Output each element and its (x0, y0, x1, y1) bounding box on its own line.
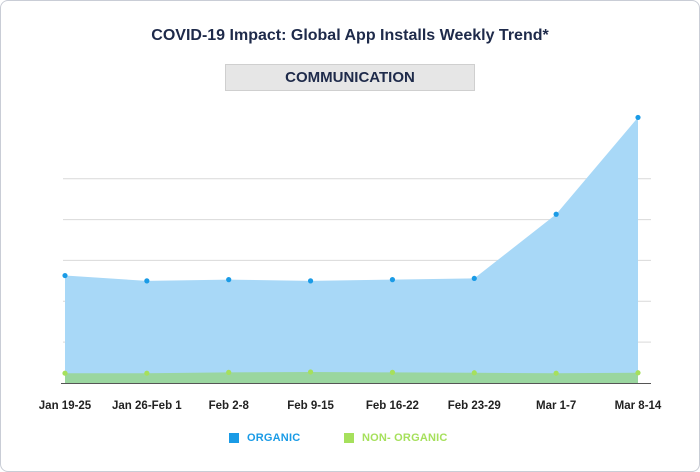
x-tick-label-3: Feb 9-15 (287, 400, 334, 412)
point-organic-6 (553, 211, 559, 217)
chart-subtitle: COMMUNICATION (225, 64, 475, 91)
x-tick-label-2: Feb 2-8 (209, 400, 250, 412)
legend-label-organic: ORGANIC (247, 432, 301, 444)
point-organic-5 (471, 275, 477, 282)
x-tick-label-0: Jan 19-25 (39, 400, 92, 412)
x-tick-label-4: Feb 16-22 (366, 400, 419, 412)
point-organic-3 (307, 278, 314, 284)
chart-title: COVID-19 Impact: Global App Installs Wee… (151, 27, 549, 44)
legend-item-organic: ORGANIC (229, 432, 300, 444)
point-organic-1 (144, 278, 150, 284)
point-non-organic-1 (144, 370, 150, 376)
area-non-organic (65, 371, 638, 383)
legend-swatch-organic (229, 433, 239, 443)
legend-label-non-organic: NON- ORGANIC (362, 432, 448, 444)
point-non-organic-2 (226, 369, 232, 375)
point-non-organic-0 (62, 370, 68, 376)
point-organic-2 (226, 277, 232, 283)
x-tick-label-5: Feb 23-29 (448, 400, 501, 412)
point-non-organic-7 (635, 370, 641, 376)
point-organic-7 (635, 114, 641, 121)
legend-swatch-non-organic (344, 433, 354, 443)
x-tick-label-1: Jan 26-Feb 1 (112, 400, 182, 412)
area-organic (65, 117, 638, 383)
x-tick-label-6: Mar 1-7 (536, 400, 576, 412)
x-tick-label-7: Mar 8-14 (615, 400, 662, 412)
legend: ORGANIC NON- ORGANIC (1, 432, 699, 448)
point-non-organic-5 (471, 370, 477, 376)
point-organic-0 (62, 272, 68, 279)
point-non-organic-6 (553, 370, 559, 376)
point-organic-4 (389, 277, 396, 283)
legend-item-non-organic: NON- ORGANIC (344, 432, 448, 444)
point-non-organic-3 (307, 369, 314, 375)
point-non-organic-4 (389, 369, 396, 375)
